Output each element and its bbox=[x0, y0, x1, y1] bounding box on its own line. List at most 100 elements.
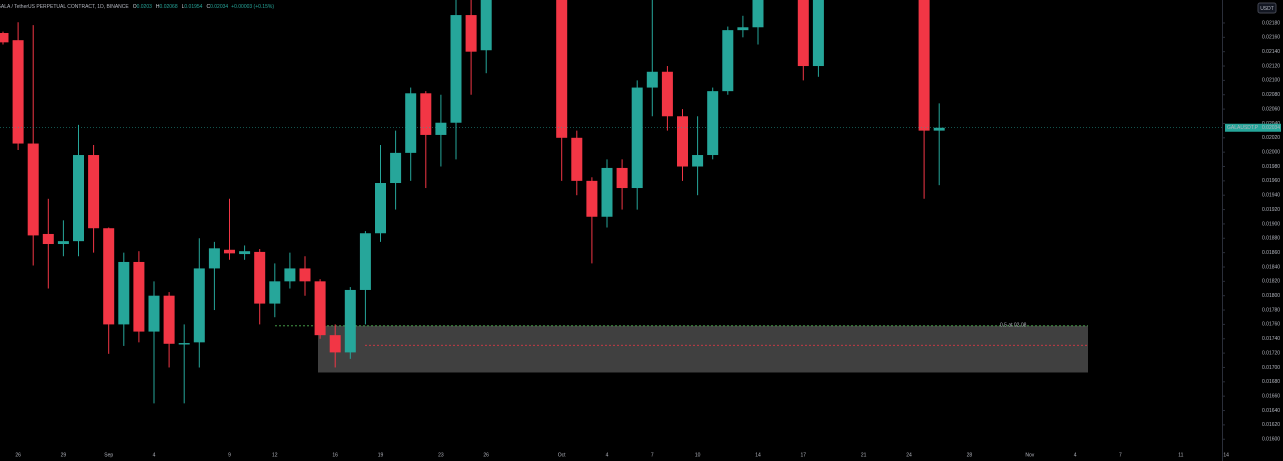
candle-body bbox=[601, 167, 613, 217]
x-tick-label: 12 bbox=[272, 452, 278, 458]
x-tick-label: 29 bbox=[61, 452, 67, 458]
ohlc-letter: H bbox=[156, 4, 160, 10]
ohlc-value: 0.0203 bbox=[137, 4, 153, 10]
candle-body bbox=[722, 30, 734, 92]
y-tick-label: 0.02100 bbox=[1262, 78, 1280, 84]
y-tick-label: 0.01700 bbox=[1262, 365, 1280, 371]
x-tick-label: 4 bbox=[606, 452, 609, 458]
x-tick-label: 7 bbox=[651, 452, 654, 458]
candle-body bbox=[797, 0, 809, 67]
x-tick-label: 7 bbox=[1119, 452, 1122, 458]
y-tick-label: 0.02140 bbox=[1262, 49, 1280, 55]
y-tick-label: 0.01920 bbox=[1262, 207, 1280, 213]
price-tag-symbol: GALAUSDT.P bbox=[1227, 125, 1259, 131]
candle-body bbox=[405, 93, 417, 153]
x-tick-label: 10 bbox=[695, 452, 701, 458]
change: +0.00003 (+0.15%) bbox=[231, 4, 274, 10]
y-tick-label: 0.01600 bbox=[1262, 437, 1280, 443]
ohlc-letter: O bbox=[133, 4, 137, 10]
ohlc-letter: C bbox=[206, 4, 210, 10]
x-tick-label: 16 bbox=[332, 452, 338, 458]
candle-body bbox=[299, 268, 311, 282]
y-tick-label: 0.01960 bbox=[1262, 178, 1280, 184]
y-tick-label: 0.01880 bbox=[1262, 236, 1280, 242]
x-tick-label: Nov bbox=[1025, 452, 1034, 458]
y-tick-label: 0.01680 bbox=[1262, 379, 1280, 385]
candle-body bbox=[692, 155, 704, 167]
candle-body bbox=[284, 268, 296, 282]
y-tick-label: 0.02120 bbox=[1262, 63, 1280, 69]
candle-body bbox=[208, 248, 220, 269]
candle-body bbox=[375, 183, 386, 234]
candle-body bbox=[239, 251, 251, 255]
candle-body bbox=[118, 261, 130, 325]
zone-box bbox=[318, 325, 1088, 373]
candle-body bbox=[148, 295, 160, 332]
y-tick-label: 0.01840 bbox=[1262, 264, 1280, 270]
candle-body bbox=[254, 251, 266, 304]
x-tick-label: 17 bbox=[801, 452, 807, 458]
y-tick-label: 0.01800 bbox=[1262, 293, 1280, 299]
ohlc-value: 0.02034 bbox=[210, 4, 228, 10]
candle-body bbox=[646, 71, 658, 88]
y-tick-label: 0.02020 bbox=[1262, 135, 1280, 141]
candle-body bbox=[224, 249, 235, 254]
y-tick-label: 0.02180 bbox=[1262, 20, 1280, 26]
candle-body bbox=[88, 155, 100, 229]
x-tick-label: Oct bbox=[558, 452, 566, 458]
y-tick-label: 0.01620 bbox=[1262, 422, 1280, 428]
candle-body bbox=[661, 71, 673, 117]
candle-body bbox=[42, 233, 54, 245]
ohlc-value: 0.02068 bbox=[160, 4, 178, 10]
x-tick-label: 4 bbox=[153, 452, 156, 458]
y-tick-label: 0.01860 bbox=[1262, 250, 1280, 256]
candle-body bbox=[571, 137, 583, 181]
candle-body bbox=[435, 122, 447, 135]
candle-body bbox=[0, 33, 9, 43]
candle-body bbox=[480, 0, 492, 51]
y-tick-label: 0.01780 bbox=[1262, 307, 1280, 313]
axes: 0.01600 0.01620 0.01640 0.01660 0.01680 0.017… bbox=[15, 0, 1281, 461]
candle-body bbox=[269, 281, 281, 304]
candle-body bbox=[616, 167, 628, 189]
candle-body bbox=[918, 0, 930, 131]
candle-body bbox=[420, 93, 432, 135]
y-tick-label: 0.01900 bbox=[1262, 221, 1280, 227]
candle-body bbox=[163, 295, 175, 344]
currency-box bbox=[1257, 2, 1277, 14]
currency: USDT bbox=[1260, 6, 1274, 12]
y-tick-label: 0.01660 bbox=[1262, 394, 1280, 400]
y-tick-label: 0.02060 bbox=[1262, 106, 1280, 112]
candle-body bbox=[390, 152, 402, 184]
x-tick-label: 4 bbox=[1074, 452, 1077, 458]
candle-body bbox=[27, 143, 39, 236]
x-tick-label: 21 bbox=[861, 452, 867, 458]
x-tick-label: 26 bbox=[483, 452, 489, 458]
price-tag-value: 0.02034 bbox=[1262, 125, 1280, 131]
x-tick-label: 24 bbox=[906, 452, 912, 458]
candle-body bbox=[133, 261, 145, 332]
candle-body bbox=[737, 27, 749, 31]
candle-body bbox=[359, 233, 371, 290]
plot-area: 0.5 at 02.08 bbox=[0, 0, 1222, 404]
candle-body bbox=[707, 91, 719, 156]
price-tag bbox=[1225, 123, 1281, 132]
candle-body bbox=[193, 268, 205, 343]
x-tick-label: Sep bbox=[104, 452, 113, 458]
y-tick-label: 0.01720 bbox=[1262, 350, 1280, 356]
x-tick-label: 26 bbox=[15, 452, 21, 458]
candle-body bbox=[12, 40, 24, 144]
y-tick-label: 0.01940 bbox=[1262, 193, 1280, 199]
candle-body bbox=[465, 15, 477, 52]
candle-body bbox=[178, 343, 190, 345]
y-tick-label: 0.02160 bbox=[1262, 35, 1280, 41]
title: GALA / TetherUS PERPETUAL CONTRACT, 1D, … bbox=[0, 4, 129, 10]
candle-body bbox=[314, 281, 326, 336]
candle-body bbox=[752, 0, 764, 28]
candle-body bbox=[73, 155, 84, 242]
x-tick-label: 9 bbox=[228, 452, 231, 458]
x-tick-label: 28 bbox=[967, 452, 973, 458]
candle-body bbox=[812, 0, 824, 67]
candle-body bbox=[344, 289, 356, 353]
